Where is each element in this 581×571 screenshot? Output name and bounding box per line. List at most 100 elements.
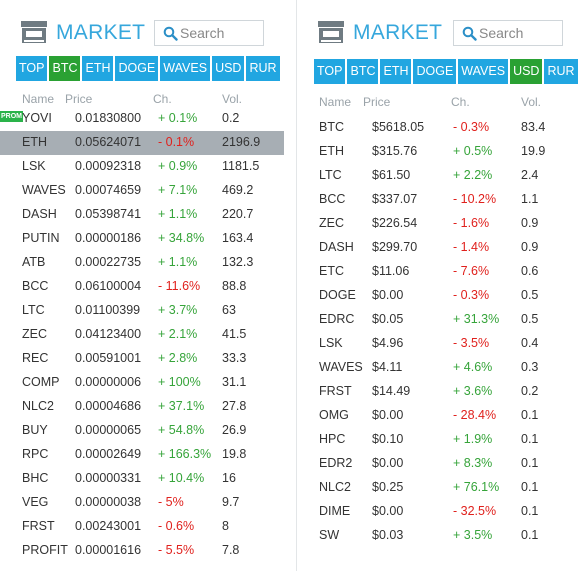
market-row-bcc[interactable]: BCC 0.06100004 - 11.6% 88.8 xyxy=(0,275,284,299)
market-row-etc[interactable]: ETC $11.06 - 7.6% 0.6 xyxy=(297,260,581,284)
tab-usd[interactable]: USD xyxy=(212,56,245,81)
volume-value: 0.1 xyxy=(521,456,539,470)
price-value: $11.06 xyxy=(372,264,410,278)
market-row-edrc[interactable]: EDRC $0.05 + 31.3% 0.5 xyxy=(297,308,581,332)
tab-rur[interactable]: RUR xyxy=(544,59,578,84)
price-value: $4.96 xyxy=(372,336,404,350)
column-headers: Name Price Ch. Vol. xyxy=(0,92,284,108)
market-row-bcc[interactable]: BCC $337.07 - 10.2% 1.1 xyxy=(297,188,581,212)
price-value: $226.54 xyxy=(372,216,418,230)
market-row-waves[interactable]: WAVES $4.11 + 4.6% 0.3 xyxy=(297,356,581,380)
search-box[interactable] xyxy=(154,20,264,46)
tab-btc[interactable]: BTC xyxy=(347,59,379,84)
volume-value: 19.9 xyxy=(521,144,546,158)
tab-rur[interactable]: RUR xyxy=(246,56,280,81)
search-input[interactable] xyxy=(180,23,260,43)
market-row-hpc[interactable]: HPC $0.10 + 1.9% 0.1 xyxy=(297,428,581,452)
pair-name: ATB xyxy=(22,255,46,269)
volume-value: 0.2 xyxy=(222,111,240,125)
market-row-rpc[interactable]: RPC 0.00002649 + 166.3% 19.8 xyxy=(0,443,284,467)
pair-name: DOGE xyxy=(319,288,356,302)
market-row-edr2[interactable]: EDR2 $0.00 + 8.3% 0.1 xyxy=(297,452,581,476)
search-icon xyxy=(163,26,178,41)
search-box[interactable] xyxy=(453,20,563,46)
market-row-rec[interactable]: REC 0.00591001 + 2.8% 33.3 xyxy=(0,347,284,371)
change-value: + 1.1% xyxy=(158,207,198,221)
price-value: $0.00 xyxy=(372,456,404,470)
tab-btc[interactable]: BTC xyxy=(49,56,81,81)
market-row-dime[interactable]: DIME $0.00 - 32.5% 0.1 xyxy=(297,500,581,524)
currency-tabs: TOP BTC ETH DOGE WAVES USD RUR xyxy=(16,56,280,81)
market-row-ltc[interactable]: LTC $61.50 + 2.2% 2.4 xyxy=(297,164,581,188)
tab-waves[interactable]: WAVES xyxy=(458,59,509,84)
price-value: $0.00 xyxy=(372,408,404,422)
market-row-frst[interactable]: FRST 0.00243001 - 0.6% 8 xyxy=(0,515,284,539)
tab-top[interactable]: TOP xyxy=(16,56,48,81)
market-row-sw[interactable]: SW $0.03 + 3.5% 0.1 xyxy=(297,524,581,548)
column-volume[interactable]: Vol. xyxy=(222,92,243,106)
market-row-omg[interactable]: OMG $0.00 - 28.4% 0.1 xyxy=(297,404,581,428)
market-row-buy[interactable]: BUY 0.00000065 + 54.8% 26.9 xyxy=(0,419,284,443)
pair-name: NLC2 xyxy=(22,399,54,413)
price-value: 0.00092318 xyxy=(75,159,142,173)
tab-eth[interactable]: ETH xyxy=(380,59,412,84)
column-price[interactable]: Price xyxy=(363,95,391,109)
change-value: - 10.2% xyxy=(453,192,497,206)
column-change[interactable]: Ch. xyxy=(153,92,172,106)
market-row-btc[interactable]: BTC $5618.05 - 0.3% 83.4 xyxy=(297,116,581,140)
change-value: - 1.6% xyxy=(453,216,490,230)
market-title: MARKET xyxy=(56,21,146,44)
market-row-zec[interactable]: ZEC $226.54 - 1.6% 0.9 xyxy=(297,212,581,236)
market-row-frst[interactable]: FRST $14.49 + 3.6% 0.2 xyxy=(297,380,581,404)
price-value: 0.01100399 xyxy=(75,303,141,317)
tab-waves[interactable]: WAVES xyxy=(160,56,211,81)
volume-value: 41.5 xyxy=(222,327,247,341)
market-row-yovi[interactable]: PROM YOVI 0.01830800 + 0.1% 0.2 xyxy=(0,107,284,131)
change-value: + 8.3% xyxy=(453,456,493,470)
column-volume[interactable]: Vol. xyxy=(521,95,542,109)
market-row-nlc2[interactable]: NLC2 $0.25 + 76.1% 0.1 xyxy=(297,476,581,500)
tab-usd[interactable]: USD xyxy=(510,59,543,84)
market-row-veg[interactable]: VEG 0.00000038 - 5% 9.7 xyxy=(0,491,284,515)
change-value: + 100% xyxy=(158,375,201,389)
market-row-profit[interactable]: PROFIT 0.00001616 - 5.5% 7.8 xyxy=(0,539,284,563)
market-row-waves[interactable]: WAVES 0.00074659 + 7.1% 469.2 xyxy=(0,179,284,203)
pair-name: NLC2 xyxy=(319,480,351,494)
tab-doge[interactable]: DOGE xyxy=(115,56,159,81)
market-row-putin[interactable]: PUTIN 0.00000186 + 34.8% 163.4 xyxy=(0,227,284,251)
price-value: $61.50 xyxy=(372,168,411,182)
tab-doge[interactable]: DOGE xyxy=(413,59,457,84)
market-row-dash[interactable]: DASH 0.05398741 + 1.1% 220.7 xyxy=(0,203,284,227)
pair-name: SW xyxy=(319,528,340,542)
tab-eth[interactable]: ETH xyxy=(82,56,114,81)
column-name[interactable]: Name xyxy=(319,95,352,109)
volume-value: 0.1 xyxy=(521,408,539,422)
volume-value: 1181.5 xyxy=(222,159,260,173)
market-row-bhc[interactable]: BHC 0.00000331 + 10.4% 16 xyxy=(0,467,284,491)
column-name[interactable]: Name xyxy=(22,92,55,106)
market-row-comp[interactable]: COMP 0.00000006 + 100% 31.1 xyxy=(0,371,284,395)
market-row-nlc2[interactable]: NLC2 0.00004686 + 37.1% 27.8 xyxy=(0,395,284,419)
change-value: + 0.9% xyxy=(158,159,198,173)
volume-value: 0.1 xyxy=(521,504,539,518)
tab-top[interactable]: TOP xyxy=(314,59,346,84)
market-row-zec[interactable]: ZEC 0.04123400 + 2.1% 41.5 xyxy=(0,323,284,347)
market-row-doge[interactable]: DOGE $0.00 - 0.3% 0.5 xyxy=(297,284,581,308)
market-row-atb[interactable]: ATB 0.00022735 + 1.1% 132.3 xyxy=(0,251,284,275)
market-row-lsk[interactable]: LSK $4.96 - 3.5% 0.4 xyxy=(297,332,581,356)
change-value: - 1.4% xyxy=(453,240,490,254)
column-change[interactable]: Ch. xyxy=(451,95,470,109)
market-row-eth[interactable]: ETH 0.05624071 - 0.1% 2196.9 xyxy=(0,131,284,155)
price-value: 0.00000006 xyxy=(75,375,142,389)
market-row-eth[interactable]: ETH $315.76 + 0.5% 19.9 xyxy=(297,140,581,164)
volume-value: 0.9 xyxy=(521,216,539,230)
price-value: 0.05624071 xyxy=(75,135,142,149)
search-input[interactable] xyxy=(479,23,559,43)
market-row-lsk[interactable]: LSK 0.00092318 + 0.9% 1181.5 xyxy=(0,155,284,179)
market-row-ltc[interactable]: LTC 0.01100399 + 3.7% 63 xyxy=(0,299,284,323)
column-price[interactable]: Price xyxy=(65,92,93,106)
market-row-dash[interactable]: DASH $299.70 - 1.4% 0.9 xyxy=(297,236,581,260)
volume-value: 16 xyxy=(222,471,236,485)
change-value: - 11.6% xyxy=(158,279,201,293)
